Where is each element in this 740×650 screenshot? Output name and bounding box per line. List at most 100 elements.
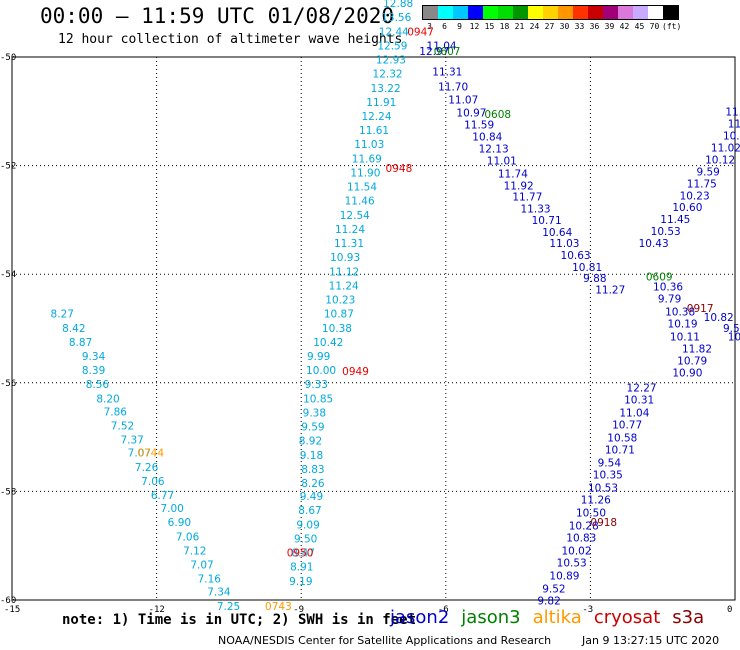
data-label: 10.42 (313, 337, 343, 349)
data-label: 10.38 (322, 323, 352, 335)
data-label: 12.54 (340, 210, 370, 222)
legend-swatch-11 (588, 6, 603, 19)
footer-credit: NOAA/NESDIS Center for Satellite Applica… (218, 634, 552, 647)
data-label: 10.12 (705, 154, 735, 166)
legend-swatch-6 (513, 6, 528, 19)
legend-swatch-5 (498, 6, 513, 19)
legend-swatch-10 (573, 6, 588, 19)
data-label: 12.13 (479, 144, 509, 156)
legend-color-scale (422, 5, 679, 20)
data-label: 9.50 (294, 533, 317, 545)
data-label: 12.27 (627, 382, 657, 394)
data-label: 10.71 (605, 444, 635, 456)
data-label: 9.33 (305, 379, 328, 391)
data-label: 11.12 (329, 266, 359, 278)
data-label: 8.92 (299, 436, 322, 448)
data-label: 11.31 (334, 238, 364, 250)
data-label: 11.74 (498, 169, 528, 181)
data-label: 11. (728, 119, 740, 131)
y-tick-label: -56 (0, 379, 16, 389)
data-label: 10.81 (572, 262, 602, 274)
data-label: 10.58 (607, 432, 637, 444)
data-label: 11.04 (427, 40, 457, 52)
data-label: 10.60 (672, 202, 702, 214)
data-label: 11.70 (438, 82, 468, 94)
data-label: 11.01 (487, 156, 517, 168)
data-label: 0744 (137, 448, 164, 460)
data-label: 7.07 (128, 448, 151, 460)
data-label: 10.63 (561, 250, 591, 262)
satellite-s3a: s3a (672, 607, 705, 628)
y-tick-label: -52 (0, 162, 16, 172)
data-label: 8.27 (51, 309, 74, 321)
satellite-jason2: jason2 (390, 607, 450, 628)
data-label: 7.16 (198, 574, 222, 586)
data-label: 10.19 (668, 318, 698, 330)
data-label: 10.50 (576, 507, 606, 519)
legend-label-4: 15 (484, 22, 495, 31)
data-label: 9.79 (658, 293, 681, 305)
data-label: 11.04 (619, 407, 649, 419)
legend-swatch-2 (453, 6, 468, 19)
data-label: 11.27 (595, 285, 625, 297)
legend-label-16: (ft) (662, 22, 682, 31)
data-label: 10.35 (593, 469, 623, 481)
legend-swatch-4 (483, 6, 498, 19)
data-label: 10.00 (306, 365, 336, 377)
data-label: 9.59 (301, 422, 324, 434)
data-label: 10.93 (330, 252, 360, 264)
x-tick-label: -6 (438, 605, 449, 615)
data-label: 10.43 (639, 238, 669, 250)
data-label: 8.42 (62, 323, 85, 335)
chart-subtitle: 12 hour collection of altimeter wave hei… (58, 32, 403, 47)
data-label: 8.20 (96, 393, 119, 405)
data-label: 9.54 (598, 457, 622, 469)
legend-swatch-14 (633, 6, 648, 19)
legend-label-15: 70 (649, 22, 660, 31)
data-label: 7.07 (190, 560, 213, 572)
data-label: 9.99 (307, 351, 330, 363)
data-label: 11.03 (354, 139, 384, 151)
data-label: 11. (725, 107, 740, 119)
legend-swatch-15 (648, 6, 663, 19)
legend-swatch-13 (618, 6, 633, 19)
data-label: 8.56 (86, 379, 110, 391)
data-label: 11.54 (347, 182, 377, 194)
x-tick-label: -9 (293, 605, 304, 615)
data-label: 10.02 (561, 545, 591, 557)
data-label: 9.19 (289, 576, 312, 588)
x-tick-label: -12 (149, 605, 165, 615)
data-label: 13.22 (371, 83, 401, 95)
footer-timestamp: Jan 9 13:27:15 UTC 2020 (582, 634, 720, 647)
data-label: 11.31 (432, 66, 462, 78)
data-label: 11.24 (335, 224, 365, 236)
data-label: 8.67 (298, 505, 321, 517)
legend-swatch-7 (528, 6, 543, 19)
data-label: 8.87 (69, 337, 92, 349)
y-tick-label: -58 (0, 487, 16, 497)
data-label: 6.77 (151, 490, 174, 502)
data-label: 12.93 (376, 55, 406, 67)
data-label: 9.38 (303, 407, 326, 419)
data-label: 7.25 (217, 601, 240, 613)
data-label: 10.23 (680, 190, 710, 202)
legend-label-5: 18 (499, 22, 510, 31)
data-label: 0608 (484, 109, 511, 121)
data-label: 7.00 (160, 503, 183, 515)
data-label: 12.24 (361, 111, 391, 123)
legend-swatch-12 (603, 6, 618, 19)
data-label: 10.71 (532, 215, 562, 227)
data-label: 7.06 (176, 531, 200, 543)
data-label: 10.64 (542, 227, 572, 239)
data-label: 11.69 (352, 153, 382, 165)
data-label: 10. (728, 331, 740, 343)
data-label: 6.90 (168, 517, 191, 529)
data-label: 11.91 (366, 97, 396, 109)
y-tick-label: -60 (0, 596, 16, 606)
data-label: 10.97 (456, 108, 486, 120)
data-label: 11.24 (329, 280, 359, 292)
data-label: 12.44 (379, 26, 409, 38)
data-label: 9.59 (696, 166, 719, 178)
data-label: 10.77 (612, 419, 642, 431)
data-label: 10.53 (557, 557, 587, 569)
